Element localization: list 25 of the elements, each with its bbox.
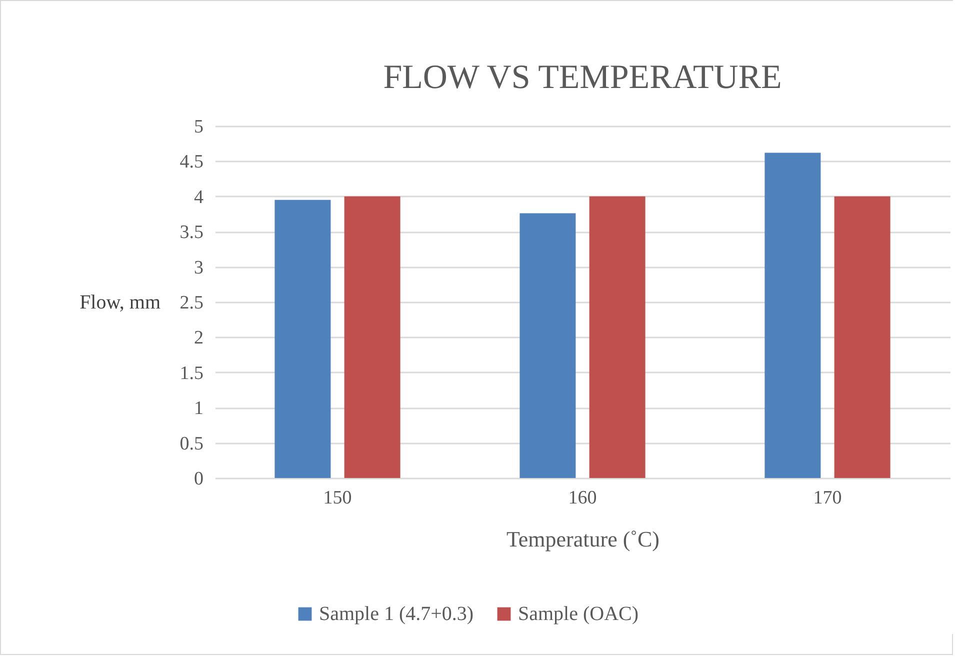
y-tick-label: 2 (194, 328, 204, 349)
y-tick-label: 1 (194, 398, 204, 420)
y-tick-label: 3.5 (180, 222, 204, 244)
bar (274, 200, 331, 478)
y-tick-label: 5 (194, 116, 204, 138)
x-tick-label: 150 (323, 488, 352, 508)
y-tick-label: 3 (194, 257, 204, 278)
bar (344, 196, 400, 478)
x-axis-title: Temperature (˚C) (506, 526, 660, 552)
y-axis-title: Flow, mm (80, 292, 161, 314)
y-tick-label: 1.5 (180, 362, 204, 384)
legend-label: Sample 1 (4.7+0.3) (319, 603, 474, 625)
y-tick-label: 4 (194, 186, 204, 208)
y-tick-label: 2.5 (180, 292, 204, 314)
x-tick-label: 160 (568, 488, 597, 508)
chart-title: FLOW VS TEMPERATURE (383, 59, 782, 96)
bar (834, 196, 890, 478)
legend-label: Sample (OAC) (518, 603, 639, 625)
y-tick-label: 0 (194, 468, 204, 490)
x-tick-label: 170 (813, 488, 842, 508)
bar (520, 213, 576, 478)
bar (764, 152, 821, 478)
y-tick-label: 0.5 (180, 433, 204, 454)
y-tick-label: 4.5 (180, 152, 204, 173)
bar (589, 196, 646, 478)
